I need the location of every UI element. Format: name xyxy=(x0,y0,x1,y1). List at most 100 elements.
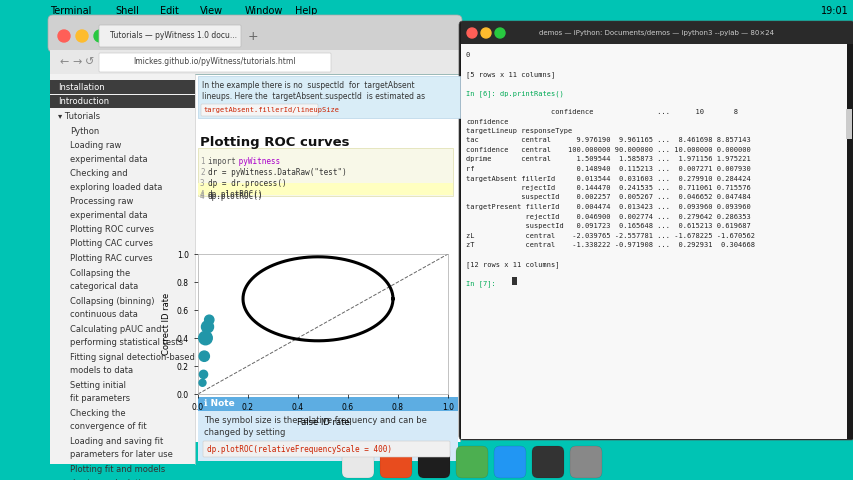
Text: 4: 4 xyxy=(200,190,205,199)
Text: ↺: ↺ xyxy=(85,57,95,67)
Text: targetPresent fillerId    0.004474  0.013423 ...  0.093960 0.093960: targetPresent fillerId 0.004474 0.013423… xyxy=(466,204,750,210)
Text: categorical data: categorical data xyxy=(70,282,138,291)
Text: pyWitness: pyWitness xyxy=(234,157,280,166)
Bar xyxy=(0,0,853,22)
Text: d-prime calculation: d-prime calculation xyxy=(70,479,151,480)
Circle shape xyxy=(467,28,477,38)
Point xyxy=(202,316,216,324)
Text: Collapsing (binning): Collapsing (binning) xyxy=(70,297,154,305)
Text: View: View xyxy=(200,6,223,16)
Text: dp.plotROC(relativeFrequencyScale = 400): dp.plotROC(relativeFrequencyScale = 400) xyxy=(206,444,392,454)
Text: experimental data: experimental data xyxy=(70,155,148,164)
FancyBboxPatch shape xyxy=(99,53,331,72)
Text: performing statistical tests: performing statistical tests xyxy=(70,338,183,347)
FancyBboxPatch shape xyxy=(417,446,450,478)
Text: Plotting ROC curves: Plotting ROC curves xyxy=(200,136,349,149)
FancyBboxPatch shape xyxy=(458,21,853,440)
Bar xyxy=(50,74,460,464)
Bar xyxy=(0,442,853,480)
Text: targetAbsent.fillerId/lineupSize: targetAbsent.fillerId/lineupSize xyxy=(204,107,339,113)
Bar xyxy=(198,411,457,461)
Text: changed by setting: changed by setting xyxy=(204,428,285,437)
Bar xyxy=(198,397,457,411)
Bar xyxy=(845,109,851,139)
Text: confidence   central    100.000000 90.000000 ... 10.000000 0.000000: confidence central 100.000000 90.000000 … xyxy=(466,147,750,153)
Text: Window: Window xyxy=(245,6,283,16)
Text: import: import xyxy=(208,157,240,166)
Text: Plotting fit and models: Plotting fit and models xyxy=(70,465,165,473)
Text: Plotting RAC curves: Plotting RAC curves xyxy=(70,254,153,263)
Text: In [6]: dp.printRates(): In [6]: dp.printRates() xyxy=(466,90,563,97)
Text: 19:01: 19:01 xyxy=(821,6,848,16)
Point xyxy=(200,323,214,331)
Text: Processing raw: Processing raw xyxy=(70,197,133,206)
Text: rejectId    0.046900  0.002774 ...  0.279642 0.286353: rejectId 0.046900 0.002774 ... 0.279642 … xyxy=(466,214,750,219)
Text: rf                        0.148940  0.115213 ...  0.007271 0.007930: rf 0.148940 0.115213 ... 0.007271 0.0079… xyxy=(466,166,750,172)
Text: Help: Help xyxy=(294,6,317,16)
Text: Edit: Edit xyxy=(160,6,178,16)
Bar xyxy=(461,22,852,44)
Bar xyxy=(50,50,460,74)
FancyBboxPatch shape xyxy=(203,441,450,457)
Text: In the example there is no  suspectId  for  targetAbsent: In the example there is no suspectId for… xyxy=(202,81,415,90)
Point xyxy=(197,352,211,360)
Text: targetAbsent fillerId     0.013544  0.031603 ...  0.279910 0.284424: targetAbsent fillerId 0.013544 0.031603 … xyxy=(466,176,750,181)
Text: Fitting signal detection-based: Fitting signal detection-based xyxy=(70,352,194,361)
Text: Checking the: Checking the xyxy=(70,408,125,418)
Text: →: → xyxy=(72,57,81,67)
Text: continuous data: continuous data xyxy=(70,310,137,319)
FancyBboxPatch shape xyxy=(456,446,487,478)
FancyBboxPatch shape xyxy=(380,446,411,478)
Circle shape xyxy=(480,28,490,38)
Text: In [7]:: In [7]: xyxy=(466,280,499,287)
Text: Terminal: Terminal xyxy=(50,6,91,16)
Text: suspectId   0.091723  0.165648 ...  0.615213 0.619687: suspectId 0.091723 0.165648 ... 0.615213… xyxy=(466,223,750,229)
Circle shape xyxy=(76,30,88,42)
Point xyxy=(196,371,210,378)
Circle shape xyxy=(58,30,70,42)
Text: Plotting ROC curves: Plotting ROC curves xyxy=(70,225,154,234)
Text: dp.plotROC(): dp.plotROC() xyxy=(208,190,264,199)
Bar xyxy=(50,80,194,94)
Bar xyxy=(198,76,460,118)
Text: ←: ← xyxy=(60,57,69,67)
Text: +: + xyxy=(247,29,258,43)
Text: Loading and saving fit: Loading and saving fit xyxy=(70,436,163,445)
Text: targetLineup responseType: targetLineup responseType xyxy=(466,128,572,134)
Text: exploring loaded data: exploring loaded data xyxy=(70,182,162,192)
Text: Calculating pAUC and: Calculating pAUC and xyxy=(70,324,161,334)
Point xyxy=(195,379,209,387)
Text: zT            central    -1.338222 -0.971908 ...  0.292931  0.304668: zT central -1.338222 -0.971908 ... 0.292… xyxy=(466,242,754,248)
Circle shape xyxy=(495,28,504,38)
FancyBboxPatch shape xyxy=(200,104,317,116)
Text: Python: Python xyxy=(70,127,99,135)
Text: [5 rows x 11 columns]: [5 rows x 11 columns] xyxy=(466,71,554,78)
Text: 1: 1 xyxy=(200,157,205,166)
Text: 2: 2 xyxy=(200,168,205,177)
Text: Shell: Shell xyxy=(115,6,139,16)
Text: tac          central      9.976190  9.961165 ...  8.461698 8.857143: tac central 9.976190 9.961165 ... 8.4616… xyxy=(466,137,750,144)
Text: [12 rows x 11 columns]: [12 rows x 11 columns] xyxy=(466,261,559,268)
FancyBboxPatch shape xyxy=(341,446,374,478)
Text: convergence of fit: convergence of fit xyxy=(70,422,147,431)
Text: dp = dr.process(): dp = dr.process() xyxy=(208,179,287,188)
Text: Checking and: Checking and xyxy=(70,169,127,178)
Bar xyxy=(198,183,452,195)
Text: ▾ Tutorials: ▾ Tutorials xyxy=(58,112,100,121)
FancyBboxPatch shape xyxy=(493,446,525,478)
Text: Installation: Installation xyxy=(58,83,105,92)
Text: Loading raw: Loading raw xyxy=(70,141,121,150)
FancyBboxPatch shape xyxy=(531,446,563,478)
Text: confidence               ...      10       8: confidence ... 10 8 xyxy=(466,109,737,115)
Text: fit parameters: fit parameters xyxy=(70,394,130,403)
Point xyxy=(199,334,212,342)
Bar xyxy=(50,95,194,108)
Text: 3: 3 xyxy=(200,179,205,188)
Text: demos — iPython: Documents/demos — ipython3 --pylab — 80×24: demos — iPython: Documents/demos — ipyth… xyxy=(539,30,774,36)
Text: zL            central    -2.039765 -2.557781 ... -1.678225 -1.670562: zL central -2.039765 -2.557781 ... -1.67… xyxy=(466,232,754,239)
Text: suspectId    0.002257  0.005267 ...  0.046652 0.047484: suspectId 0.002257 0.005267 ... 0.046652… xyxy=(466,194,750,201)
Text: confidence: confidence xyxy=(466,119,508,124)
Text: lmickes.github.io/pyWitness/tutorials.html: lmickes.github.io/pyWitness/tutorials.ht… xyxy=(134,58,296,67)
Text: rejectId     0.144470  0.241535 ...  0.711061 0.715576: rejectId 0.144470 0.241535 ... 0.711061 … xyxy=(466,185,750,191)
FancyBboxPatch shape xyxy=(99,25,241,47)
